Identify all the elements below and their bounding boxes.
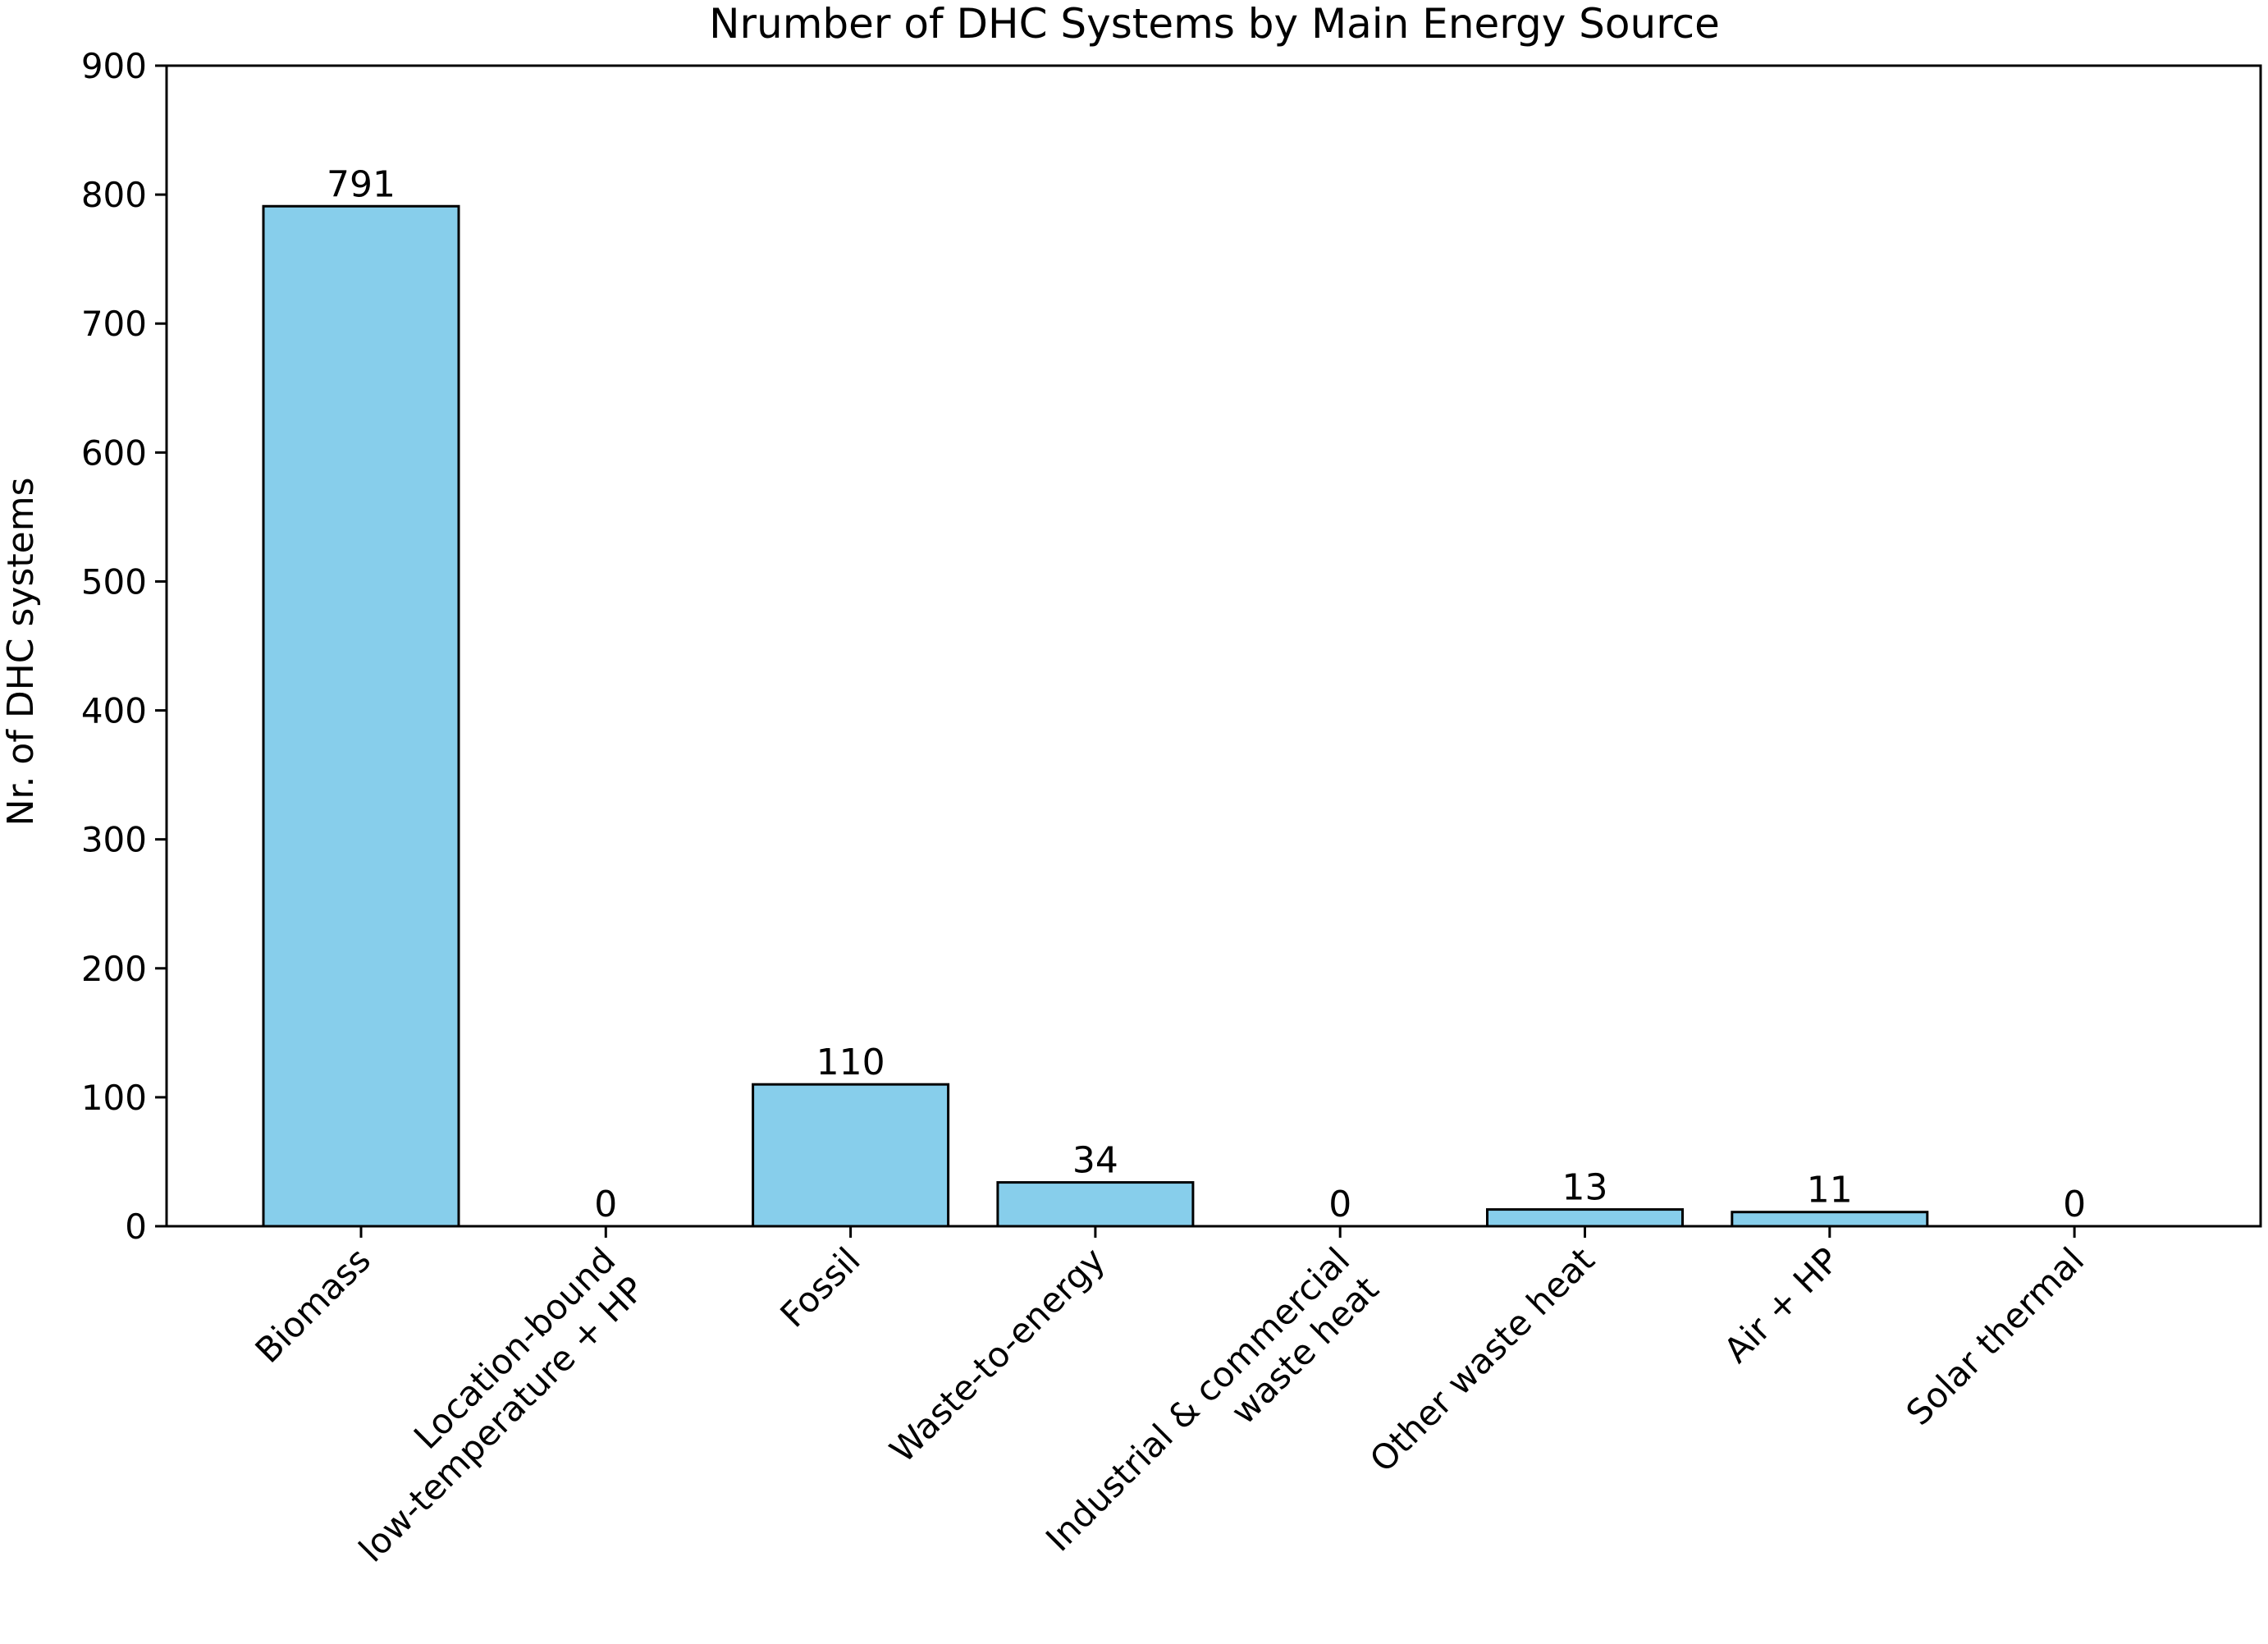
data-label: 0 xyxy=(2063,1184,2086,1225)
y-tick-label: 600 xyxy=(81,433,147,473)
y-tick-label: 700 xyxy=(81,304,147,344)
x-tick-label: Air + HP xyxy=(1716,1239,1846,1370)
y-axis-label-group: Nr. of DHC systems xyxy=(0,477,42,826)
y-tick-label: 800 xyxy=(81,175,147,215)
x-tick-label-line: low-temperature + HP xyxy=(351,1269,652,1570)
y-axis-label: Nr. of DHC systems xyxy=(0,477,42,826)
data-label: 13 xyxy=(1562,1167,1608,1209)
data-label: 0 xyxy=(594,1184,617,1225)
y-tick-label: 0 xyxy=(125,1207,147,1247)
y-tick-label: 900 xyxy=(81,46,147,86)
bar xyxy=(1731,1211,1929,1228)
data-label: 110 xyxy=(816,1042,885,1083)
bar xyxy=(262,204,460,1228)
x-tick-label-line: Waste-to-energy xyxy=(882,1239,1113,1470)
x-axis-ticks: Biomass Location-boundlow-temperature + H… xyxy=(248,1226,2092,1588)
plot-area-frame xyxy=(165,64,2262,1228)
y-tick-label: 100 xyxy=(81,1078,147,1118)
x-tick-label: Other waste heat xyxy=(1362,1239,1603,1480)
bar xyxy=(752,1083,950,1228)
data-label: 791 xyxy=(327,163,396,205)
y-tick-label: 500 xyxy=(81,561,147,602)
x-tick-label-line: Solar thermal xyxy=(1899,1239,2092,1433)
y-tick-label: 200 xyxy=(81,949,147,989)
x-tick-label: Biomass xyxy=(248,1239,379,1371)
y-tick-label: 300 xyxy=(81,820,147,860)
chart-title: Nrumber of DHC Systems by Main Energy So… xyxy=(709,0,1720,48)
y-tick-label: 400 xyxy=(81,691,147,731)
bar xyxy=(996,1181,1195,1228)
x-tick-label-line: Fossil xyxy=(772,1239,867,1335)
x-tick-label: Location-boundlow-temperature + HP xyxy=(322,1239,652,1569)
data-label: 0 xyxy=(1328,1184,1351,1225)
bars xyxy=(262,204,1929,1228)
x-tick-label: Waste-to-energy xyxy=(882,1239,1113,1470)
y-axis-ticks: 0 100 200 300 400 500 600 700 800 900 xyxy=(81,46,167,1247)
x-tick-label: Industrial & commercialwaste heat xyxy=(1038,1239,1387,1588)
bar xyxy=(1486,1208,1684,1228)
x-tick-label-line: Other waste heat xyxy=(1362,1239,1603,1480)
data-label: 11 xyxy=(1807,1170,1853,1211)
x-tick-label: Fossil xyxy=(772,1239,867,1335)
x-tick-label: Solar thermal xyxy=(1899,1239,2092,1433)
x-tick-label-line: Air + HP xyxy=(1716,1239,1846,1370)
x-tick-label-line: Biomass xyxy=(248,1239,379,1371)
data-label: 34 xyxy=(1072,1140,1118,1182)
